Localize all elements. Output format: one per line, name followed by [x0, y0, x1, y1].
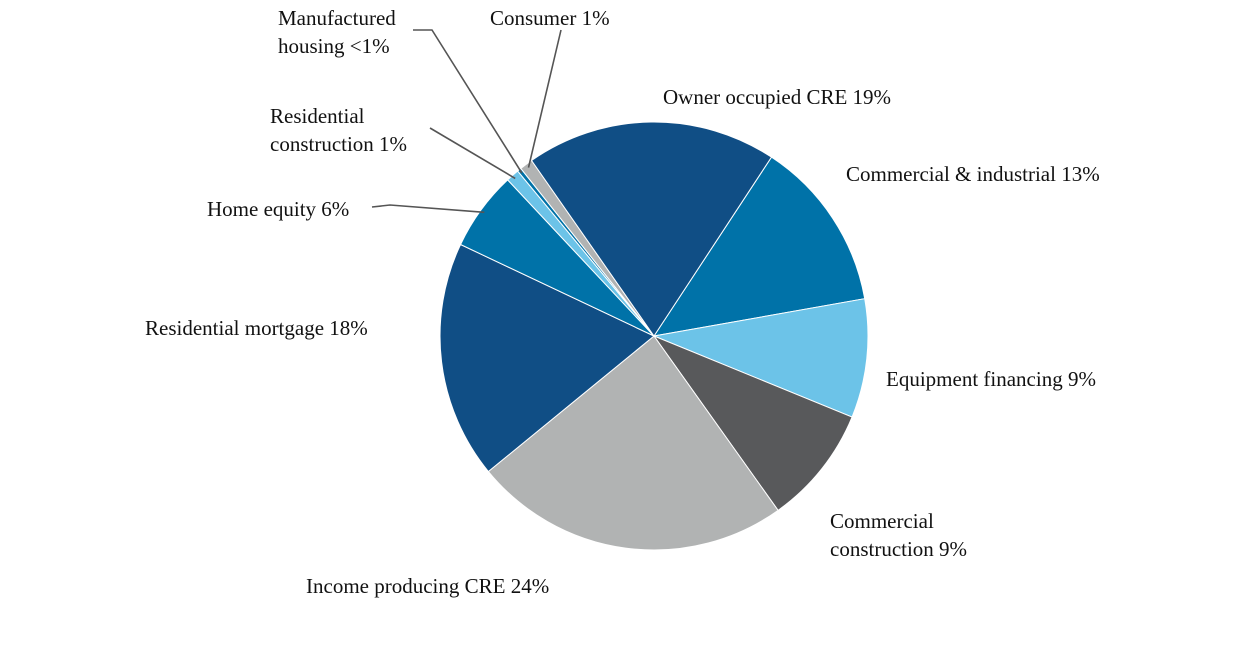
slice-label-line: Home equity 6%: [207, 197, 349, 221]
slice-commercial-construction: [652, 334, 853, 512]
slice-label-line: Equipment financing 9%: [886, 367, 1096, 391]
slice-label-line: construction 1%: [270, 132, 407, 156]
slice-label: Owner occupied CRE 19%: [663, 85, 891, 109]
slice-commercial-industrial: [652, 156, 866, 337]
slice-label-line: Consumer 1%: [490, 6, 610, 30]
slice-label: Income producing CRE 24%: [306, 574, 549, 598]
slice-label: Home equity 6%: [207, 197, 349, 221]
leader-lines: [371, 29, 562, 214]
leader-line: [429, 127, 516, 180]
slice-label: Commercial & industrial 13%: [846, 162, 1100, 186]
slice-owner-occupied-cre: [530, 121, 773, 337]
slice-label: Equipment financing 9%: [886, 367, 1096, 391]
slice-label: Commercial construction 9%: [830, 509, 967, 561]
slice-label-line: Manufactured: [278, 6, 396, 30]
leader-line: [413, 29, 523, 174]
slice-labels: Commercial & industrial 13% Equipment fin…: [145, 6, 1100, 598]
slice-label-line: Residential: [270, 104, 365, 128]
slice-label-line: Owner occupied CRE 19%: [663, 85, 891, 109]
slice-label-line: construction 9%: [830, 537, 967, 561]
slice-label: Manufactured housing <1%: [278, 6, 396, 58]
pie-slices: [439, 121, 869, 551]
slice-residential-mortgage: [439, 243, 655, 473]
slice-label-line: Income producing CRE 24%: [306, 574, 549, 598]
slice-label-line: housing <1%: [278, 34, 390, 58]
leader-line: [527, 29, 562, 168]
slice-label-line: Residential mortgage 18%: [145, 316, 368, 340]
slice-label: Consumer 1%: [490, 6, 610, 30]
slice-label: Residential construction 1%: [270, 104, 407, 156]
slice-label-line: Commercial: [830, 509, 934, 533]
slice-equipment-financing: [652, 298, 869, 418]
slice-income-producing-cre: [487, 335, 779, 551]
leader-line: [371, 204, 485, 214]
slice-label-line: Commercial & industrial 13%: [846, 162, 1100, 186]
slice-label: Residential mortgage 18%: [145, 316, 368, 340]
